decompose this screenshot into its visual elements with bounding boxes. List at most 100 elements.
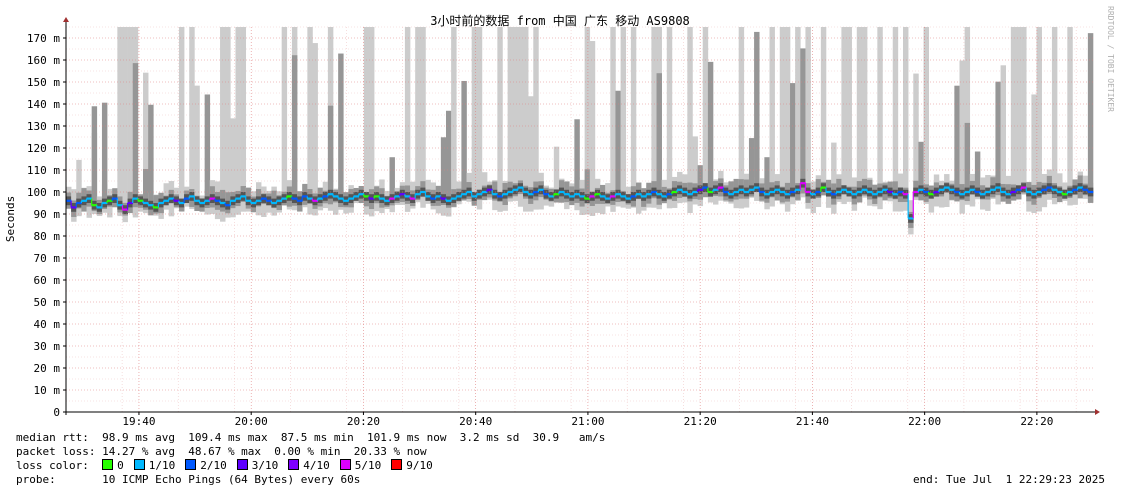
smoke-band (769, 27, 775, 207)
y-tick-label: 140 m (27, 98, 60, 111)
smoke-band (1015, 27, 1022, 199)
smoke-band (707, 61, 714, 198)
smoke-band (779, 27, 786, 205)
loss-color-item: 3/10 (236, 459, 279, 472)
smoke-band (959, 60, 965, 214)
smoke-band (291, 55, 298, 206)
smoke-band (132, 63, 139, 208)
y-tick-label: 80 m (34, 230, 61, 243)
smoke-band (307, 27, 313, 215)
packet-loss-values: 14.27 % avg 48.67 % max 0.00 % min 20.33… (102, 445, 427, 458)
smoke-band (235, 27, 241, 215)
loss-color-row: loss color: 0 1/10 2/10 3/10 4/10 5/10 9/10 (16, 459, 443, 473)
x-tick-label: 21:40 (796, 415, 829, 428)
x-tick-label: 21:00 (571, 415, 604, 428)
smoke-band (892, 27, 899, 212)
smoke-band (1087, 33, 1094, 203)
x-tick-label: 19:40 (122, 415, 155, 428)
y-tick-label: 60 m (34, 274, 61, 287)
smoke-band (764, 157, 770, 203)
smoke-band (189, 27, 195, 209)
loss-color-label-text: 4/10 (303, 459, 330, 472)
smoke-band (610, 27, 616, 212)
smoke-band (666, 27, 673, 209)
smoke-band (651, 27, 657, 208)
x-tick-label: 22:20 (1020, 415, 1053, 428)
loss-color-label-text: 1/10 (148, 459, 176, 472)
smoke-band (856, 27, 863, 203)
y-tick-label: 40 m (34, 318, 61, 331)
smoke-band (240, 27, 247, 212)
y-tick-label: 160 m (27, 54, 60, 67)
y-tick-label: 0 (53, 406, 60, 419)
smoke-band (964, 27, 971, 205)
smoke-band (615, 90, 621, 203)
smoke-band (1031, 94, 1037, 214)
smoke-band (117, 27, 123, 217)
smoke-band (281, 27, 288, 206)
smoke-band (630, 27, 637, 208)
loss-color-item: 2/10 (185, 459, 227, 472)
smoke-band (553, 146, 560, 202)
smoke-band (497, 27, 503, 212)
smoke-band (101, 102, 108, 209)
smoke-band (784, 27, 791, 212)
smoke-band (420, 27, 426, 208)
smoke-band (620, 27, 627, 208)
smoke-band (148, 104, 154, 216)
probe-values: 10 ICMP Echo Pings (64 Bytes) every 60s (102, 473, 361, 486)
x-tick-label: 22:00 (908, 415, 941, 428)
smoke-band (877, 27, 883, 210)
smoke-band (687, 27, 693, 214)
loss-color-label-text: 3/10 (251, 459, 279, 472)
smoke-band (635, 185, 642, 214)
smoke-band (656, 73, 662, 205)
smoke-band (76, 159, 82, 217)
y-axis-label: Seconds (4, 196, 17, 242)
smoke-band (517, 27, 524, 207)
smoke-band (312, 43, 318, 216)
smoke-band (327, 105, 334, 205)
loss-color-items: 0 1/10 2/10 3/10 4/10 5/10 9/10 (102, 459, 443, 472)
smoke-band (91, 106, 98, 212)
median-rtt-row: median rtt: 98.9 ms avg 109.4 ms max 87.… (16, 431, 605, 445)
smoke-band (795, 27, 801, 201)
smoke-band (143, 168, 149, 210)
smoke-band (471, 27, 478, 205)
y-tick-labels: 0 10 m 20 m 30 m 40 m 50 m 60 m 70 m 80 m 90 m 100… (27, 32, 60, 419)
y-tick-label: 100 m (27, 186, 60, 199)
smoke-band (523, 27, 529, 212)
smokeping-chart: 0 10 m 20 m 30 m 40 m 50 m 60 m 70 m 80 m 90 m 100… (4, 6, 1115, 428)
smoke-band (445, 110, 452, 208)
y-tick-label: 30 m (34, 340, 61, 353)
smoke-band (964, 122, 971, 202)
smoke-band (363, 27, 370, 215)
smoke-band (220, 27, 226, 222)
loss-color-item: 4/10 (288, 459, 330, 472)
smoke-band (820, 27, 827, 196)
smoke-band (440, 137, 447, 205)
x-tick-label: 20:00 (235, 415, 268, 428)
smoke-band (1021, 27, 1027, 195)
smoke-band (697, 165, 704, 200)
smoke-band (507, 27, 514, 202)
smoke-band (476, 27, 483, 210)
loss-color-swatch (288, 459, 300, 470)
smoke-band (225, 27, 231, 218)
smoke-band (461, 80, 467, 201)
smoke-band (692, 136, 698, 205)
loss-color-swatch (102, 459, 114, 470)
smoke-band (831, 142, 837, 214)
y-tick-label: 10 m (34, 384, 61, 397)
median-rtt-line (66, 182, 1094, 220)
smoke-band (204, 94, 211, 208)
smoke-band (1036, 27, 1042, 212)
smoke-band (702, 27, 709, 197)
packet-loss-label: packet loss: (16, 445, 96, 458)
loss-color-swatch (133, 459, 145, 470)
median-rtt-label: median rtt: (16, 431, 89, 444)
loss-color-item: 5/10 (339, 459, 381, 472)
smoke-band (528, 96, 534, 212)
smoke-band (584, 169, 591, 204)
smoke-band (954, 85, 960, 202)
